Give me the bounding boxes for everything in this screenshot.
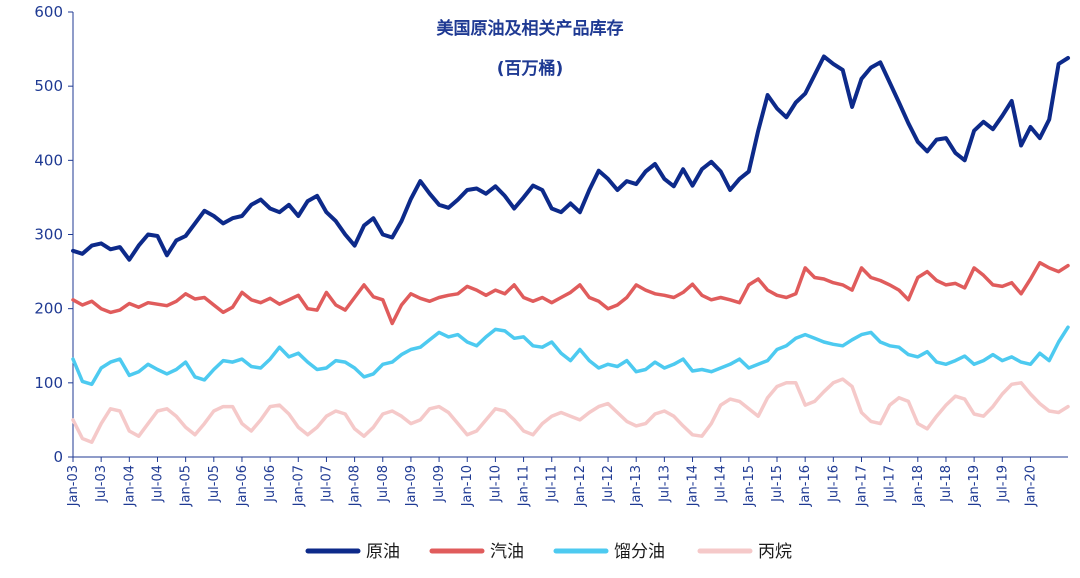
chart-title-group: 美国原油及相关产品库存 (百万桶) xyxy=(437,18,624,79)
legend-label-1: 汽油 xyxy=(490,542,524,562)
x-tick-label: Jul-11 xyxy=(545,465,560,503)
x-tick-label: Jan-12 xyxy=(573,465,588,507)
x-tick-label: Jul-08 xyxy=(376,465,391,503)
x-tick-label: Jul-15 xyxy=(770,465,785,503)
x-tick-label: Jan-04 xyxy=(122,465,137,507)
series-lines xyxy=(71,54,1070,444)
x-tick-label: Jan-13 xyxy=(629,465,644,507)
x-axis-ticks: Jan-03 Jul-03 Jan-04 Jul-04 Jan-05 Jul-05 Jan-… xyxy=(66,457,1038,507)
y-tick-label: 200 xyxy=(34,300,63,318)
y-tick-label: 400 xyxy=(34,151,63,169)
x-tick-label: Jul-03 xyxy=(94,465,109,503)
legend-label-0: 原油 xyxy=(366,542,400,562)
x-tick-label: Jan-06 xyxy=(235,465,250,507)
series-line-1 xyxy=(71,260,1070,326)
x-tick-label: Jan-07 xyxy=(291,465,306,507)
y-tick-label: 500 xyxy=(34,77,63,95)
y-tick-label: 300 xyxy=(34,226,63,244)
x-tick-label: Jan-14 xyxy=(686,465,701,507)
series-line-2 xyxy=(71,325,1070,387)
chart-title: 美国原油及相关产品库存 xyxy=(437,18,624,39)
legend-label-2: 馏分油 xyxy=(614,542,665,562)
x-tick-label: Jul-10 xyxy=(488,465,503,503)
y-tick-label: 600 xyxy=(34,3,63,21)
x-tick-label: Jul-17 xyxy=(883,465,898,503)
x-tick-label: Jan-09 xyxy=(404,465,419,507)
x-tick-label: Jan-19 xyxy=(967,465,982,507)
x-tick-label: Jan-16 xyxy=(798,465,813,507)
x-tick-label: Jul-13 xyxy=(657,465,672,503)
x-tick-label: Jan-03 xyxy=(66,465,81,507)
x-tick-label: Jan-10 xyxy=(460,465,475,507)
x-tick-label: Jul-06 xyxy=(263,465,278,503)
x-tick-label: Jul-07 xyxy=(319,465,334,503)
x-tick-label: Jul-09 xyxy=(432,465,447,503)
x-tick-label: Jul-19 xyxy=(995,465,1010,503)
x-tick-label: Jul-16 xyxy=(826,465,841,503)
legend: 原油 汽油 馏分油 丙烷 xyxy=(305,542,792,562)
y-axis-ticks: 0 100 200 300 400 500 600 xyxy=(34,3,73,466)
x-tick-label: Jan-15 xyxy=(742,465,757,507)
x-tick-label: Jan-08 xyxy=(348,465,363,507)
y-tick-label: 0 xyxy=(53,448,63,466)
legend-label-3: 丙烷 xyxy=(758,542,792,562)
x-tick-label: Jan-11 xyxy=(517,465,532,507)
x-tick-label: Jul-04 xyxy=(150,465,165,503)
y-tick-label: 100 xyxy=(34,374,63,392)
x-tick-label: Jul-18 xyxy=(939,465,954,503)
x-tick-label: Jan-18 xyxy=(911,465,926,507)
x-tick-label: Jul-12 xyxy=(601,465,616,503)
x-tick-label: Jan-20 xyxy=(1023,465,1038,507)
x-tick-label: Jan-17 xyxy=(854,465,869,507)
chart-subtitle: (百万桶) xyxy=(497,58,564,79)
x-tick-label: Jul-14 xyxy=(714,465,729,503)
series-line-3 xyxy=(71,377,1070,444)
x-tick-label: Jan-05 xyxy=(179,465,194,507)
series-line-0 xyxy=(71,54,1070,262)
x-tick-label: Jul-05 xyxy=(207,465,222,503)
